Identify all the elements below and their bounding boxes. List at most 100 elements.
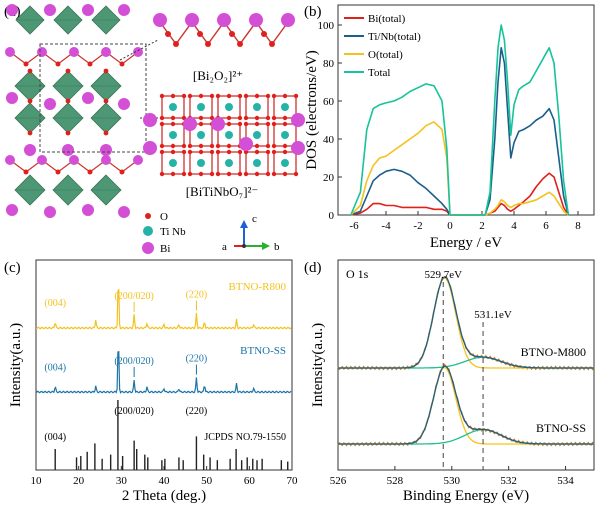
o-atom (23, 169, 29, 175)
o-atom (215, 93, 221, 99)
o-atom (198, 121, 204, 127)
x-tick-label-b: -4 (381, 220, 391, 232)
o-atom (265, 143, 271, 149)
peak-label: 531.1eV (474, 309, 512, 321)
o-atom (103, 98, 109, 104)
o-atom (254, 121, 260, 127)
legend-bi-label: Bi (160, 243, 170, 255)
o-atom (226, 149, 232, 155)
x-tick-label-c: 70 (287, 475, 299, 487)
hkl-label: (200/020) (114, 291, 153, 302)
tinb-atom (197, 159, 205, 167)
hkl-label: (200/020) (114, 406, 153, 417)
o-atom (181, 93, 187, 99)
bi-atom (101, 47, 111, 57)
x-tick-label-d: 530 (444, 475, 461, 487)
axis-ticks-c: 10 20 30 40 50 60 70 (31, 466, 299, 487)
legend-tinb-marker (143, 226, 153, 236)
ylabel-b: DOS (electrons/eV) (304, 50, 320, 170)
tinb-atom (281, 103, 289, 111)
sample-label: BTNO-M800 (521, 345, 586, 359)
axis-origin (242, 244, 246, 248)
o-atom (271, 115, 277, 121)
bi-atom (133, 47, 143, 57)
dos-line (350, 47, 570, 216)
axis-c-label: c (252, 213, 257, 225)
tinb-atom (281, 159, 289, 167)
bi-atom (24, 144, 36, 156)
bi-atom (185, 13, 199, 27)
y-tick-label-b: 80 (323, 58, 335, 70)
legend-o-label: O (160, 211, 168, 223)
o-atom (243, 121, 249, 127)
o-atom (226, 171, 232, 177)
bi-atom (217, 13, 231, 27)
o-atom (159, 149, 165, 155)
panel-a: (a) [Bi₂O₂]²⁺ [BiTiNbO₇]²⁻ O Ti Nb Bi c … (4, 4, 305, 255)
o-atom (55, 61, 61, 67)
o-atom (265, 93, 271, 99)
o-atom (55, 169, 61, 175)
o-atom (271, 171, 277, 177)
o-atom (237, 121, 243, 127)
o-atom (265, 115, 271, 121)
bi-atom (118, 4, 130, 16)
xlabel-d: Binding Energy (eV) (403, 488, 529, 504)
bi-atom (44, 206, 56, 218)
xrd-labels: BTNO-R800 (004) (200/020) (220) BTNO-SS (004)… (44, 281, 286, 443)
tinb-atom (253, 131, 261, 139)
o-atom (209, 143, 215, 149)
bi-atom (37, 155, 47, 165)
o-atom (282, 93, 288, 99)
o-atom (170, 143, 176, 149)
bi-atom (133, 155, 143, 165)
legend-o-marker (145, 213, 151, 219)
bi-atom (291, 141, 305, 155)
crystal-structure (5, 4, 143, 218)
o-atom (170, 115, 176, 121)
x-tick-label-b: 8 (575, 220, 581, 232)
axis-b-label: b (274, 241, 280, 253)
xrd-patterns (35, 288, 292, 470)
legend-bi-marker (142, 242, 154, 254)
x-tick-label-b: 2 (479, 220, 485, 232)
o-atom (65, 68, 71, 74)
tinb-atom (253, 159, 261, 167)
bi-atom (101, 155, 111, 165)
panel-c: (c) 10 20 30 40 50 60 70 BTNO-R800 (004) (200/02… (4, 259, 299, 504)
o-atom (271, 93, 277, 99)
xps-title: O 1s (346, 267, 369, 281)
o-atom (27, 130, 33, 136)
o-atom (282, 115, 288, 121)
plot-frame-d (337, 259, 595, 471)
bi2o2-formula: [Bi₂O₂]²⁺ (193, 68, 243, 83)
o-atom (27, 68, 33, 74)
o-atom (159, 143, 165, 149)
fit-envelope (338, 365, 594, 445)
bi-atom (82, 4, 94, 16)
xps-curves (337, 275, 595, 447)
bi-atom (37, 47, 47, 57)
axis-ticks-d: 526 528 530 532 534 (330, 466, 574, 487)
xlabel-b: Energy / eV (430, 235, 502, 251)
xlabel-c: 2 Theta (deg.) (122, 488, 206, 504)
o-atom (226, 143, 232, 149)
dos-line (350, 172, 570, 216)
o-atom (254, 149, 260, 155)
bi-atom (249, 13, 263, 27)
pattern-label: BTNO-SS (240, 345, 286, 357)
bi-atom (69, 155, 79, 165)
o-atom (181, 149, 187, 155)
o-atom (65, 130, 71, 136)
bi-atom (44, 98, 56, 110)
o-atom (27, 98, 33, 104)
y-tick-label-b: 100 (318, 20, 335, 32)
o-atom (271, 143, 277, 149)
pattern-label: BTNO-R800 (229, 281, 287, 293)
o-atom (282, 149, 288, 155)
y-tick-label-b: 20 (323, 172, 335, 184)
bi-atom (281, 13, 295, 27)
y-tick-label-b: 0 (329, 210, 335, 222)
bi-atom (100, 144, 112, 156)
